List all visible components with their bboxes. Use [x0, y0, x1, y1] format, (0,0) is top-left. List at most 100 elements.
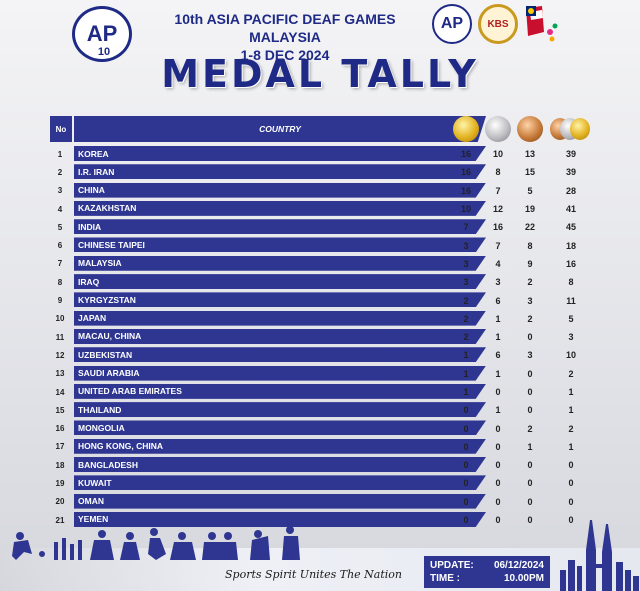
total-count: 3 [568, 332, 574, 343]
gold-count: 0 [463, 496, 469, 507]
gold-count: 3 [463, 258, 469, 269]
country-cell: MACAU, CHINA [74, 328, 486, 344]
rank-cell: 2 [57, 167, 63, 177]
gold-count: 0 [463, 515, 469, 526]
table-row: 16 MONGOLIA 0 0 2 2 [50, 419, 590, 437]
gold-count: 0 [463, 441, 469, 452]
rank-cell: 11 [55, 332, 65, 342]
country-cell: KAZAKHSTAN [74, 200, 486, 216]
rank-cell: 15 [55, 405, 65, 415]
rank-cell: 3 [57, 186, 63, 196]
kbs-logo: KBS [478, 4, 518, 44]
bronze-count: 2 [527, 423, 533, 434]
table-header-row: No COUNTRY [50, 116, 590, 142]
bronze-count: 9 [527, 258, 533, 269]
table-row: 11 MACAU, CHINA 2 1 0 3 [50, 328, 590, 346]
kbs-logo-text: KBS [487, 18, 509, 30]
country-cell: HONG KONG, CHINA [74, 438, 486, 454]
rank-cell: 7 [57, 259, 63, 269]
logo-left-sub: 10 [97, 46, 111, 58]
silver-medal-icon [485, 116, 511, 142]
table-row: 10 JAPAN 2 1 2 5 [50, 310, 590, 328]
country-cell: MALAYSIA [74, 255, 486, 271]
table-row: 1 KOREA 16 10 13 39 [50, 145, 590, 163]
rank-cell: 19 [55, 478, 65, 488]
update-value: 06/12/2024 [493, 560, 544, 571]
total-medals-icon [550, 116, 590, 142]
gold-count: 16 [460, 149, 471, 160]
total-count: 1 [568, 387, 574, 397]
table-row: 18 BANGLADESH 0 0 0 0 [50, 456, 590, 474]
total-count: 2 [568, 423, 574, 434]
country-cell: YEMEN [74, 511, 486, 527]
bronze-count: 0 [527, 496, 533, 507]
logo-dot1 [547, 29, 553, 35]
silver-count: 7 [495, 240, 501, 251]
country-cell: KOREA [74, 146, 486, 161]
bronze-count: 13 [524, 149, 535, 160]
country-cell: THAILAND [74, 402, 486, 418]
bronze-count: 0 [527, 368, 533, 379]
rank-cell: 6 [57, 241, 63, 251]
silver-count: 16 [492, 222, 503, 233]
bronze-count: 0 [527, 478, 533, 489]
bronze-count: 0 [527, 515, 533, 526]
logo-dot3 [549, 36, 555, 42]
total-count: 0 [568, 496, 574, 507]
total-count: 28 [565, 185, 576, 196]
total-count: 39 [565, 149, 576, 160]
table-row: 21 YEMEN 0 0 0 0 [50, 511, 590, 529]
update-label: UPDATE: [430, 560, 474, 571]
silver-count: 0 [495, 515, 501, 526]
country-cell: JAPAN [74, 310, 486, 326]
total-count: 1 [568, 441, 574, 452]
total-count: 2 [568, 368, 574, 379]
total-count: 0 [568, 478, 574, 489]
sports-silhouettes-icon [12, 526, 300, 560]
gold-count: 2 [463, 332, 469, 343]
update-line: UPDATE: 06/12/2024 [430, 559, 544, 572]
bronze-count: 0 [527, 332, 533, 343]
table-body: 1 KOREA 16 10 13 39 2 I.R. IRAN 16 8 15 39 3 CHINA 16 7… [50, 145, 590, 529]
table-row: 12 UZBEKISTAN 1 6 3 10 [50, 346, 590, 364]
rank-cell: 1 [57, 149, 63, 159]
table-row: 19 KUWAIT 0 0 0 0 [50, 474, 590, 492]
total-count: 16 [565, 258, 576, 269]
bronze-count: 22 [524, 222, 535, 233]
gold-count: 0 [463, 460, 469, 471]
country-cell: KUWAIT [74, 475, 486, 491]
bronze-count: 1 [527, 441, 533, 452]
bronze-count: 0 [527, 405, 533, 416]
silver-count: 0 [495, 496, 501, 507]
silver-count: 1 [495, 313, 501, 324]
country-cell: UZBEKISTAN [74, 347, 486, 363]
gold-count: 0 [463, 405, 469, 416]
total-count: 5 [568, 313, 574, 324]
bronze-medal-icon [517, 116, 543, 142]
rank-cell: 8 [57, 277, 63, 287]
bronze-count: 0 [527, 460, 533, 471]
table-row: 8 IRAQ 3 3 2 8 [50, 273, 590, 291]
header-country: COUNTRY [74, 116, 486, 142]
country-cell: CHINESE TAIPEI [74, 237, 486, 253]
country-cell: MONGOLIA [74, 420, 486, 436]
table-row: 17 HONG KONG, CHINA 0 0 1 1 [50, 438, 590, 456]
silver-count: 1 [495, 368, 501, 379]
rank-cell: 12 [55, 350, 65, 360]
gold-count: 1 [463, 350, 469, 361]
country-cell: I.R. IRAN [74, 164, 486, 180]
skyline-icon [560, 520, 639, 591]
table-row: 5 INDIA 7 16 22 45 [50, 218, 590, 236]
total-count: 10 [565, 350, 576, 361]
logo-dot2 [552, 23, 558, 29]
gold-count: 1 [463, 368, 469, 379]
gold-count: 16 [460, 167, 471, 178]
rank-cell: 13 [55, 369, 65, 379]
rank-cell: 9 [57, 296, 63, 306]
event-title-line1: 10th ASIA PACIFIC DEAF GAMES MALAYSIA [174, 11, 396, 45]
ap-logo: AP [432, 4, 472, 44]
silver-count: 0 [495, 387, 501, 397]
gold-count: 7 [463, 222, 469, 233]
update-box: UPDATE: 06/12/2024 TIME : 10.00PM [424, 556, 550, 588]
total-count: 41 [565, 204, 576, 215]
